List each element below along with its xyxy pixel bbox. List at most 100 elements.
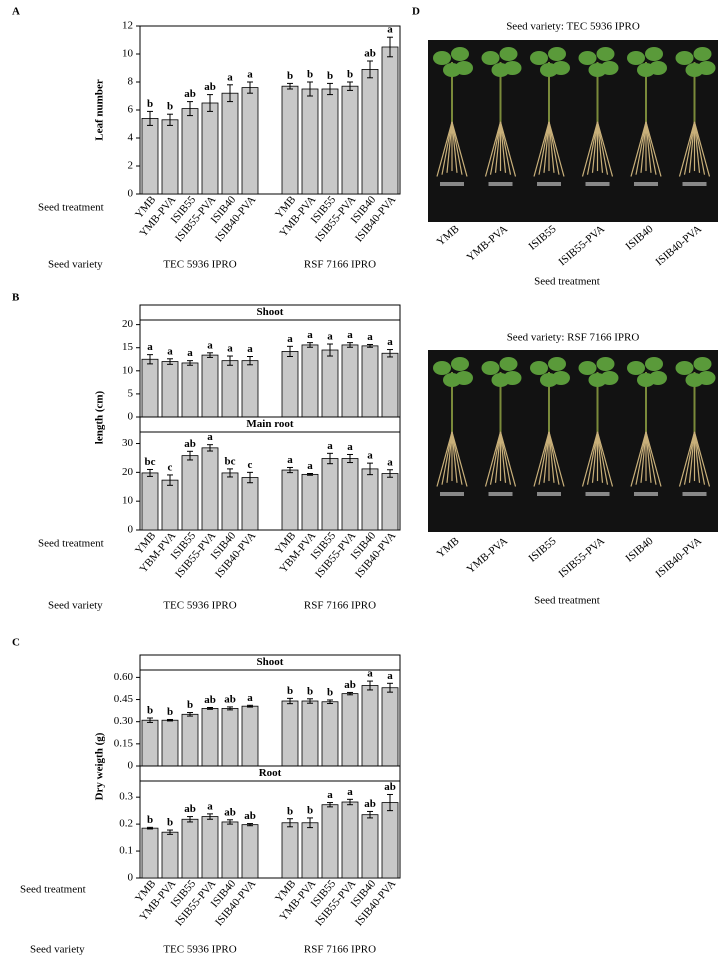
bar: [321, 349, 339, 418]
photo-title: Seed variety: RSF 7166 IPRO: [507, 332, 640, 344]
leaf: [455, 61, 473, 75]
leaf: [675, 361, 694, 375]
root: [688, 121, 696, 173]
root: [548, 431, 565, 487]
bar: [301, 88, 319, 195]
significance-letter: a: [327, 789, 333, 801]
root: [451, 431, 463, 485]
bar: [241, 360, 259, 418]
root: [586, 431, 599, 485]
bar: [161, 719, 179, 767]
leaf: [433, 361, 451, 375]
tag: [488, 492, 513, 496]
root: [645, 121, 652, 173]
root: [596, 431, 614, 487]
group-label: TEC 5936 IPRO: [163, 600, 236, 612]
root: [596, 431, 609, 485]
bar: [301, 344, 319, 418]
bar: [281, 85, 299, 195]
root: [543, 431, 550, 483]
root: [436, 431, 453, 487]
group-title: Seed variety: [48, 600, 103, 612]
bar: [241, 87, 259, 195]
root: [581, 121, 599, 177]
significance-letter: a: [347, 786, 353, 798]
root: [548, 121, 560, 175]
bar: [361, 685, 379, 767]
root: [581, 431, 599, 487]
bar: [381, 473, 399, 531]
bar: [341, 801, 359, 879]
root: [538, 121, 550, 175]
tag: [585, 182, 610, 186]
y-tick-label: 6: [128, 104, 134, 116]
leaf: [548, 357, 566, 371]
significance-letter: ab: [244, 810, 256, 822]
bar: [141, 827, 159, 879]
y-tick-label: 0: [128, 524, 134, 536]
root: [451, 431, 468, 487]
root: [645, 121, 657, 175]
photo-label: ISIB40-PVA: [653, 535, 704, 580]
bar: [221, 92, 239, 195]
root: [693, 431, 701, 483]
root: [678, 121, 696, 177]
bar: [221, 360, 239, 418]
significance-letter: a: [187, 347, 193, 359]
leaf: [530, 361, 548, 375]
bar: [281, 822, 299, 879]
leaf: [600, 371, 619, 385]
root: [548, 121, 555, 173]
tag: [585, 492, 610, 496]
leaf: [578, 361, 597, 375]
significance-letter: b: [287, 805, 293, 817]
root: [451, 121, 468, 177]
root: [441, 431, 453, 485]
plot-frame: [139, 25, 401, 195]
leaf: [596, 47, 615, 61]
bar: [201, 102, 219, 195]
photo-title: Seed variety: TEC 5936 IPRO: [506, 21, 640, 33]
leaf: [552, 61, 570, 75]
bar: [241, 477, 259, 531]
panel-letter: D: [412, 6, 420, 18]
tag: [537, 492, 561, 496]
bar: [361, 345, 379, 418]
leaf: [499, 47, 518, 61]
bar: [321, 701, 339, 767]
root: [640, 431, 647, 483]
significance-letter: ab: [204, 81, 216, 93]
bar: [181, 108, 199, 195]
bar: [201, 354, 219, 418]
photo: [428, 40, 718, 222]
y-tick-label: 0.45: [114, 693, 134, 705]
root: [591, 121, 599, 173]
bar: [181, 713, 199, 767]
leaf: [627, 51, 645, 65]
significance-letter: a: [347, 441, 353, 453]
bar: [201, 816, 219, 879]
y-tick-label: 20: [122, 466, 134, 478]
root: [451, 121, 463, 175]
bar: [181, 362, 199, 418]
leaf: [503, 371, 522, 385]
bar: [381, 802, 399, 879]
y-axis-label: Dry weigth (g): [94, 732, 106, 800]
facet-title: Root: [259, 767, 282, 779]
significance-letter: b: [167, 817, 173, 829]
bar: [201, 447, 219, 531]
tag: [634, 182, 658, 186]
leaf: [451, 357, 469, 371]
significance-letter: a: [207, 431, 213, 443]
root: [484, 431, 502, 487]
significance-letter: ab: [384, 781, 396, 793]
root: [645, 431, 657, 485]
root: [548, 431, 555, 483]
significance-letter: b: [167, 706, 173, 718]
root: [543, 121, 550, 173]
root: [533, 431, 550, 487]
significance-letter: b: [287, 685, 293, 697]
root: [446, 431, 453, 483]
root: [436, 121, 453, 177]
